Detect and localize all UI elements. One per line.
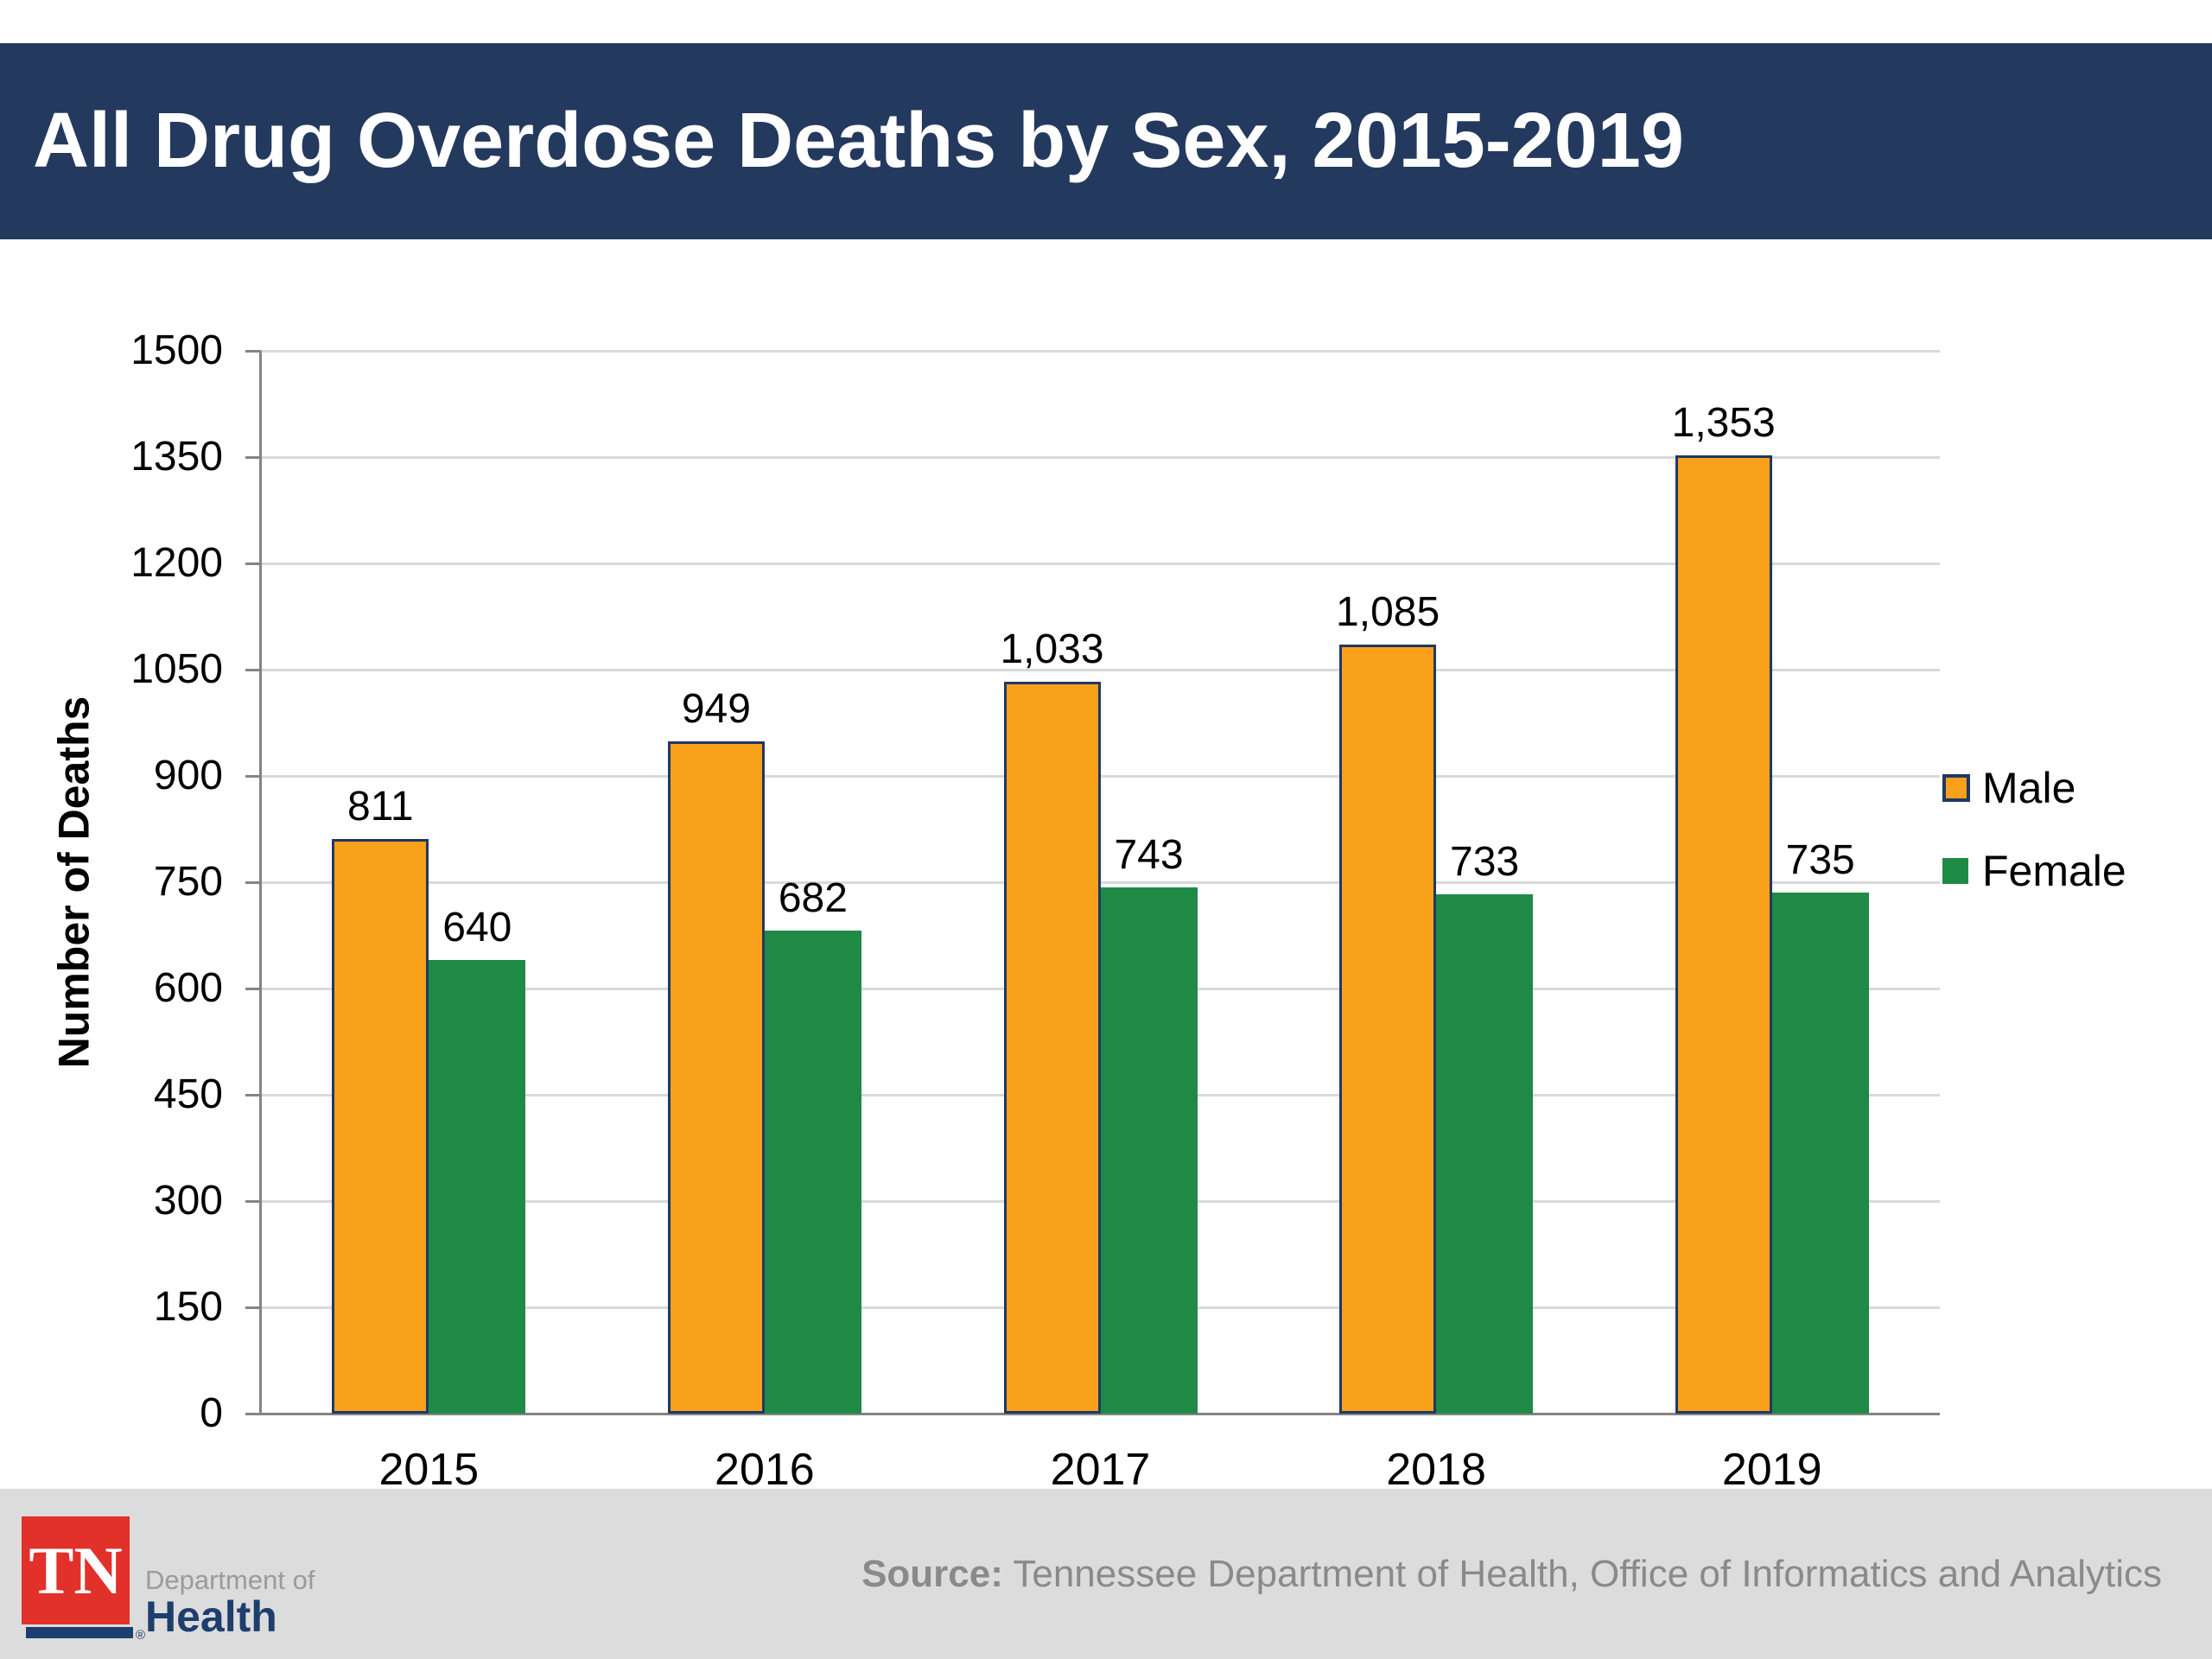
y-axis-line bbox=[259, 351, 262, 1414]
gridline bbox=[261, 456, 1940, 459]
tn-logo-underline bbox=[26, 1627, 133, 1638]
y-axis-tick-label: 1200 bbox=[130, 540, 223, 586]
y-axis-tick-label: 150 bbox=[153, 1284, 223, 1330]
logo-department-of: Department of bbox=[145, 1565, 315, 1595]
x-axis-label: 2016 bbox=[715, 1445, 815, 1495]
tn-logo: TN bbox=[22, 1516, 130, 1624]
y-axis-tick bbox=[245, 988, 261, 990]
gridline bbox=[261, 775, 1940, 778]
x-axis-line bbox=[261, 1413, 1940, 1415]
y-axis-tick-label: 1050 bbox=[130, 646, 223, 692]
x-axis-label: 2019 bbox=[1721, 1445, 1822, 1495]
bar-female-2017 bbox=[1100, 887, 1198, 1414]
data-label-male-2018: 1,085 bbox=[1336, 589, 1440, 636]
data-label-male-2019: 1,353 bbox=[1671, 399, 1776, 446]
gridline bbox=[261, 881, 1940, 884]
y-axis-tick-label: 0 bbox=[200, 1390, 223, 1436]
source-note: Source: Tennessee Department of Health, … bbox=[861, 1554, 2162, 1595]
data-label-male-2015: 811 bbox=[347, 783, 414, 830]
y-axis-tick-label: 300 bbox=[153, 1178, 223, 1224]
bar-male-2019 bbox=[1675, 454, 1772, 1414]
legend-swatch-female bbox=[1942, 858, 1968, 884]
bar-male-2017 bbox=[1003, 681, 1101, 1414]
gridline bbox=[261, 350, 1940, 353]
y-axis-tick-label: 1350 bbox=[130, 434, 223, 480]
y-axis-tick bbox=[245, 881, 261, 884]
data-label-female-2017: 743 bbox=[1114, 831, 1184, 878]
bar-female-2018 bbox=[1436, 893, 1534, 1414]
y-axis-tick bbox=[245, 1306, 261, 1309]
x-axis-label: 2015 bbox=[378, 1445, 480, 1495]
data-label-female-2019: 735 bbox=[1785, 837, 1855, 884]
source-label: Source: bbox=[861, 1553, 1003, 1595]
y-axis-tick bbox=[245, 775, 261, 778]
bar-female-2015 bbox=[429, 960, 526, 1414]
y-axis-tick bbox=[245, 669, 261, 671]
y-axis-tick bbox=[245, 563, 261, 565]
bar-female-2016 bbox=[764, 930, 861, 1414]
legend-swatch-male bbox=[1942, 774, 1970, 802]
y-axis-tick bbox=[245, 350, 261, 353]
gridline bbox=[261, 669, 1940, 671]
x-axis-label: 2017 bbox=[1050, 1445, 1151, 1495]
data-label-female-2015: 640 bbox=[442, 905, 512, 951]
bar-male-2018 bbox=[1339, 645, 1437, 1414]
y-axis-tick-label: 750 bbox=[153, 859, 223, 905]
y-axis-tick bbox=[245, 1413, 261, 1415]
data-label-female-2016: 682 bbox=[778, 874, 848, 921]
y-axis-tick-label: 450 bbox=[153, 1071, 223, 1117]
footer-band bbox=[0, 1489, 2212, 1659]
chart-title: All Drug Overdose Deaths by Sex, 2015-20… bbox=[33, 98, 1684, 184]
y-axis-tick-label: 1500 bbox=[130, 327, 223, 373]
legend-label-male: Male bbox=[1982, 764, 2076, 812]
y-axis-tick-label: 600 bbox=[153, 965, 223, 1011]
y-axis-tick bbox=[245, 1094, 261, 1096]
data-label-male-2017: 1,033 bbox=[1000, 626, 1104, 672]
registered-mark: ® bbox=[136, 1628, 146, 1643]
gridline bbox=[261, 563, 1940, 565]
data-label-female-2018: 733 bbox=[1450, 838, 1520, 885]
source-text: Tennessee Department of Health, Office o… bbox=[1013, 1553, 2162, 1595]
y-axis-tick-label: 900 bbox=[153, 753, 223, 798]
legend-label-female: Female bbox=[1982, 847, 2126, 895]
y-axis-tick bbox=[245, 1200, 261, 1203]
x-axis-label: 2018 bbox=[1386, 1445, 1486, 1495]
bar-male-2015 bbox=[332, 838, 429, 1414]
tn-logo-text: TN bbox=[29, 1532, 123, 1608]
logo-health: Health bbox=[145, 1592, 277, 1641]
data-label-male-2016: 949 bbox=[681, 685, 751, 732]
bar-female-2019 bbox=[1771, 893, 1869, 1414]
y-axis-tick bbox=[245, 456, 261, 459]
bar-male-2016 bbox=[667, 741, 765, 1414]
title-banner: All Drug Overdose Deaths by Sex, 2015-20… bbox=[0, 43, 2212, 239]
